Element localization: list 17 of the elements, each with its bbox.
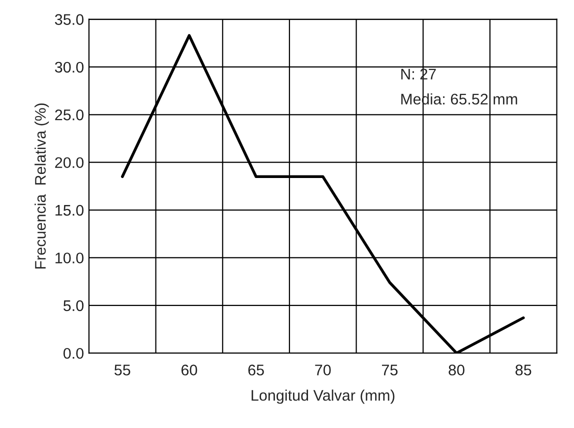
x-tick-label: 70 [315, 364, 331, 376]
x-axis-title: Longitud Valvar (mm) [252, 390, 394, 404]
y-tick-label: 10.0 [56, 252, 84, 264]
x-tick-label: 75 [382, 364, 398, 376]
y-tick-label: 0.0 [63, 348, 84, 359]
y-tick-label: 15.0 [56, 204, 84, 216]
y-tick-label: 25.0 [55, 110, 84, 120]
x-tick-label: 85 [516, 364, 532, 376]
x-tick-label: 65 [248, 364, 264, 376]
y-tick-label: 20.0 [55, 157, 84, 168]
y-axis-title: Frecuencia Relativa (%) [34, 103, 49, 269]
y-tick-label: 35.0 [54, 14, 84, 25]
x-tick-label: 80 [448, 364, 464, 376]
y-tick-label: 30.0 [54, 62, 84, 73]
y-tick-label: 5.0 [63, 300, 84, 312]
x-tick-label: 60 [181, 364, 198, 376]
x-tick-label: 55 [114, 364, 130, 376]
